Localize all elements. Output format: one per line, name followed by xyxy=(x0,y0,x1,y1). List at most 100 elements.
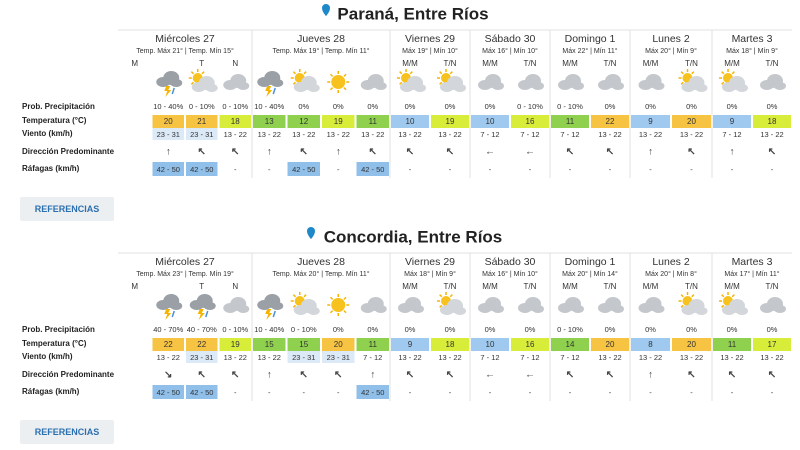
sun-ray xyxy=(399,81,403,85)
temp-cell xyxy=(322,338,355,351)
precip: 0% xyxy=(686,102,697,111)
precip: 0% xyxy=(445,102,456,111)
sun-ray xyxy=(343,296,347,300)
row-label: Prob. Precipitación xyxy=(22,325,95,334)
period-label: T/N xyxy=(444,59,457,68)
wind: 23 - 31 xyxy=(327,353,350,362)
wind: 7 - 12 xyxy=(560,353,579,362)
wind: 7 - 12 xyxy=(520,353,539,362)
period-label: M/M xyxy=(643,59,659,68)
gust: - xyxy=(268,388,271,397)
rain xyxy=(171,310,175,318)
wind-direction: ↖ xyxy=(334,370,342,381)
temp-cell xyxy=(431,338,469,351)
temp-cell xyxy=(356,338,389,351)
temp: 18 xyxy=(231,117,240,126)
cloud-part xyxy=(612,82,624,90)
wind-direction: ↑ xyxy=(166,147,171,158)
wind-direction: ↑ xyxy=(267,147,272,158)
wind-direction: ↑ xyxy=(648,370,653,381)
cloud-part xyxy=(237,305,250,313)
precip: 0% xyxy=(686,325,697,334)
temp-cell xyxy=(631,115,670,128)
weather-icon xyxy=(678,69,708,92)
gust: - xyxy=(489,165,492,174)
sun-ray xyxy=(343,87,347,91)
gust: - xyxy=(690,388,693,397)
precip: 0% xyxy=(605,325,616,334)
temp: 22 xyxy=(197,340,206,349)
wind: 7 - 12 xyxy=(520,130,539,139)
gust-cell xyxy=(356,162,389,176)
cloud-part xyxy=(454,84,466,92)
wind-direction: ↖ xyxy=(369,147,377,158)
gust-cell xyxy=(356,385,389,399)
temp-cell xyxy=(471,115,509,128)
weather-icon xyxy=(398,297,424,313)
references-button[interactable]: REFERENCIAS xyxy=(20,197,114,221)
sun-ray xyxy=(303,71,307,75)
cloud-part xyxy=(205,84,218,92)
gust: - xyxy=(690,165,693,174)
day-name: Miércoles 27 xyxy=(155,33,215,45)
temp-cell xyxy=(672,115,711,128)
wind-direction: ↑ xyxy=(648,147,653,158)
cloud-part xyxy=(412,305,424,313)
temp-cell xyxy=(471,338,509,351)
day-temps: Temp. Máx 20° | Temp. Mín 11° xyxy=(272,270,369,278)
weather-icon xyxy=(257,71,284,97)
wind: 13 - 22 xyxy=(680,353,703,362)
cloud-part xyxy=(271,302,284,310)
lightning xyxy=(164,86,172,97)
temp-cell xyxy=(391,338,429,351)
gust-cell xyxy=(287,162,320,176)
row-label: Temperatura (°C) xyxy=(22,339,87,348)
precip: 0% xyxy=(367,102,378,111)
gust: - xyxy=(529,165,532,174)
wind: 13 - 22 xyxy=(258,353,281,362)
sun-ray xyxy=(190,71,195,75)
wind: 13 - 22 xyxy=(598,130,621,139)
precip: 0% xyxy=(485,102,496,111)
wind: 13 - 22 xyxy=(224,353,247,362)
temp: 20 xyxy=(687,340,696,349)
temp-cell xyxy=(672,338,711,351)
temp: 10 xyxy=(486,340,495,349)
lightning xyxy=(265,86,273,97)
gust: - xyxy=(449,165,452,174)
references-button[interactable]: REFERENCIAS xyxy=(20,420,114,444)
period-label: N xyxy=(232,59,238,68)
gust: - xyxy=(529,388,532,397)
cloud-part xyxy=(307,84,320,92)
cloud-part xyxy=(492,305,504,313)
weather-icon xyxy=(760,74,786,90)
gust: - xyxy=(731,165,734,174)
gust: 42 - 50 xyxy=(361,388,384,397)
cloud-part xyxy=(203,302,216,310)
precip: 0% xyxy=(298,102,309,111)
precip: 0% xyxy=(727,102,738,111)
temp: 15 xyxy=(265,340,274,349)
row-label: Dirección Predominante xyxy=(22,370,115,379)
period-label: T/N xyxy=(766,282,779,291)
wind: 13 - 22 xyxy=(438,353,461,362)
weather-icon xyxy=(719,292,748,315)
gust: - xyxy=(609,388,612,397)
sun-ray xyxy=(329,296,334,300)
precip: 0 - 10% xyxy=(222,102,248,111)
period-label: M/M xyxy=(402,282,418,291)
gust: 42 - 50 xyxy=(190,388,213,397)
weather-icon xyxy=(327,294,350,316)
temp-cell xyxy=(631,338,670,351)
temp: 22 xyxy=(606,117,615,126)
precip: 0 - 10% xyxy=(517,102,543,111)
period-label: M/M xyxy=(482,59,498,68)
location-pin xyxy=(307,227,315,239)
weather-icon xyxy=(188,69,218,92)
temp-cell xyxy=(253,115,286,128)
sun-ray xyxy=(680,304,684,308)
temp-cell xyxy=(591,338,629,351)
temp-cell xyxy=(219,115,251,128)
period-label: M xyxy=(131,59,138,68)
sun-ray xyxy=(292,71,297,75)
